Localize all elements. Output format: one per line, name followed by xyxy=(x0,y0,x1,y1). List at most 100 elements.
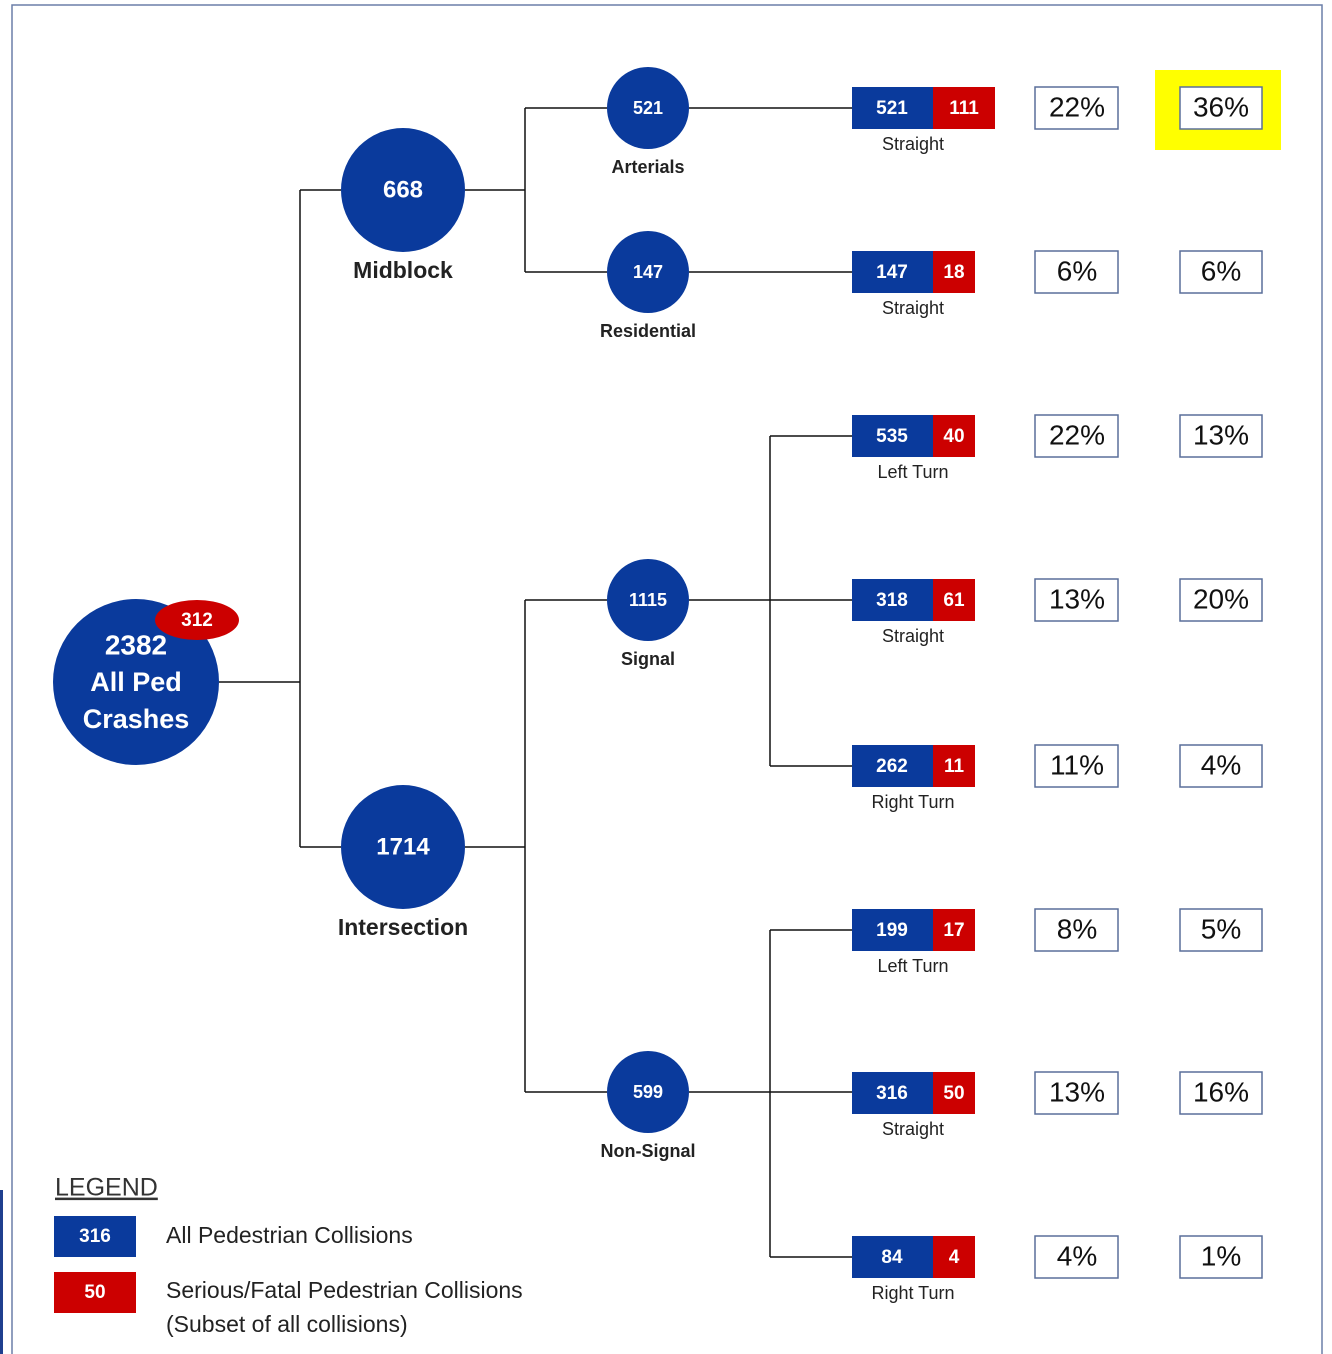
share-serious-box xyxy=(1179,744,1263,788)
share-all-box xyxy=(1034,250,1119,294)
leaf-total: 521 xyxy=(876,98,908,119)
root-node xyxy=(53,599,219,765)
share-serious-box xyxy=(1179,1071,1263,1115)
root-label: All Ped xyxy=(90,667,182,697)
leaf-total: 318 xyxy=(876,590,908,611)
leaf-serious-box xyxy=(933,1072,975,1114)
leaf-serious-box xyxy=(933,87,995,129)
level2-total: 147 xyxy=(633,262,663,282)
leaf-serious: 18 xyxy=(943,262,964,283)
share-serious: 20% xyxy=(1193,583,1249,614)
leaf-serious: 40 xyxy=(943,426,964,447)
share-all: 22% xyxy=(1049,419,1105,450)
share-all: 13% xyxy=(1049,583,1105,614)
share-serious-box xyxy=(1179,250,1263,294)
level2-node xyxy=(607,1051,689,1133)
share-all: 4% xyxy=(1057,1240,1097,1271)
level1-label: Midblock xyxy=(353,257,453,283)
leaf-all-box xyxy=(852,909,933,951)
leaf-all-box xyxy=(852,87,933,129)
share-all: 6% xyxy=(1057,255,1097,286)
level2-total: 521 xyxy=(633,98,663,118)
share-all-box xyxy=(1034,578,1119,622)
leaf-total: 262 xyxy=(876,756,908,777)
connectors xyxy=(219,107,852,1258)
legend-serious-label: Serious/Fatal Pedestrian Collisions xyxy=(166,1277,523,1303)
leaf-serious: 17 xyxy=(943,920,964,941)
leaf-label: Straight xyxy=(882,298,944,318)
share-serious-box xyxy=(1179,578,1263,622)
share-serious: 16% xyxy=(1193,1076,1249,1107)
root-serious: 312 xyxy=(181,610,213,631)
share-serious: 13% xyxy=(1193,419,1249,450)
share-serious: 6% xyxy=(1201,255,1241,286)
leaf-all-box xyxy=(852,745,933,787)
leaf-label: Right Turn xyxy=(871,792,954,812)
level2-total: 599 xyxy=(633,1082,663,1102)
share-all: 13% xyxy=(1049,1076,1105,1107)
level2-label: Arterials xyxy=(611,157,684,177)
legend-serious-note: (Subset of all collisions) xyxy=(166,1311,408,1337)
leaf-all-box xyxy=(852,251,933,293)
level1-label: Intersection xyxy=(338,914,468,940)
share-all-box xyxy=(1034,86,1119,130)
share-serious-box xyxy=(1179,414,1263,458)
share-all-box xyxy=(1034,414,1119,458)
share-all-box xyxy=(1034,908,1119,952)
level2-node xyxy=(607,559,689,641)
leaf-label: Left Turn xyxy=(877,462,948,482)
legend-serious-sample: 50 xyxy=(84,1282,105,1303)
share-serious: 36% xyxy=(1193,91,1249,122)
leaf-serious-box xyxy=(933,909,975,951)
leaf-all-box xyxy=(852,579,933,621)
share-serious-box xyxy=(1179,908,1263,952)
leaf-label: Straight xyxy=(882,626,944,646)
leaf-label: Left Turn xyxy=(877,956,948,976)
leaf-total: 199 xyxy=(876,920,908,941)
leaf-all-box xyxy=(852,1072,933,1114)
level2-label: Residential xyxy=(600,321,696,341)
leaf-serious: 61 xyxy=(943,590,965,611)
leaf-serious: 11 xyxy=(944,756,965,777)
leaf-serious-box xyxy=(933,415,975,457)
legend: LEGEND 316 All Pedestrian Collisions 50 … xyxy=(54,1174,523,1337)
level1-node xyxy=(341,785,465,909)
share-all-box xyxy=(1034,1235,1119,1279)
share-all: 22% xyxy=(1049,91,1105,122)
level2-label: Non-Signal xyxy=(601,1141,696,1161)
leaf-serious-box xyxy=(933,745,975,787)
leaf-serious-box xyxy=(933,1236,975,1278)
leaf-all-box xyxy=(852,415,933,457)
root-serious-badge xyxy=(155,600,239,640)
edge-bar xyxy=(0,1190,3,1354)
share-all: 8% xyxy=(1057,913,1097,944)
leaf-label: Straight xyxy=(882,134,944,154)
level1-total: 1714 xyxy=(376,833,430,860)
leaf-total: 147 xyxy=(876,262,908,283)
level2-node xyxy=(607,67,689,149)
share-serious-box xyxy=(1179,1235,1263,1279)
share-serious: 1% xyxy=(1201,1240,1241,1271)
level2-total: 1115 xyxy=(629,590,667,610)
leaf-all-box xyxy=(852,1236,933,1278)
share-serious-box xyxy=(1179,86,1263,130)
level1-node xyxy=(341,128,465,252)
root-label: Crashes xyxy=(83,704,190,734)
level2-label: Signal xyxy=(621,649,675,669)
leaf-label: Right Turn xyxy=(871,1283,954,1303)
leaf-serious: 111 xyxy=(949,98,979,119)
legend-all-sample: 316 xyxy=(79,1226,111,1247)
leaf-total: 316 xyxy=(876,1083,908,1104)
share-all: 11% xyxy=(1050,749,1104,780)
share-serious: 4% xyxy=(1201,749,1241,780)
leaf-total: 84 xyxy=(881,1247,903,1268)
share-serious: 5% xyxy=(1201,913,1241,944)
legend-all-swatch xyxy=(54,1216,136,1257)
root-total: 2382 xyxy=(105,629,167,660)
share-all-box xyxy=(1034,1071,1119,1115)
leaf-total: 535 xyxy=(876,426,908,447)
level1-total: 668 xyxy=(383,176,423,203)
leaf-serious: 4 xyxy=(949,1247,960,1268)
level2-node xyxy=(607,231,689,313)
